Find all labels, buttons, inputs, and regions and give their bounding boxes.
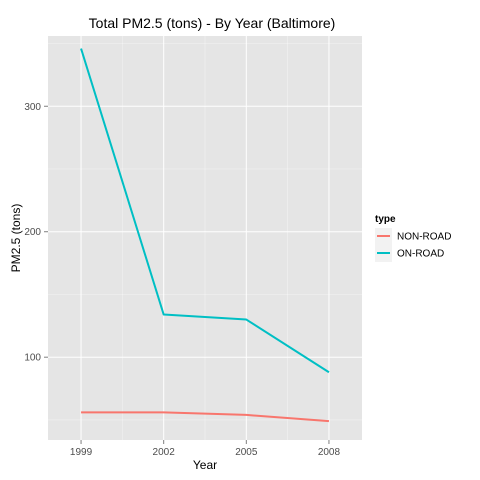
x-axis-label: Year	[193, 458, 217, 472]
series-line-non-road	[81, 411, 330, 423]
legend-label: ON-ROAD	[397, 249, 444, 260]
x-tick-label: 2002	[153, 447, 176, 458]
x-tick-label: 1999	[70, 447, 93, 458]
legend: type NON-ROAD ON-ROAD	[375, 214, 451, 262]
x-axis-ticks: 1999 2002 2005 2008	[70, 440, 341, 458]
minor-gridlines	[48, 36, 362, 440]
y-tick-label: 300	[24, 102, 41, 113]
legend-title: type	[375, 214, 396, 225]
y-axis-ticks: 100 200 300	[24, 102, 48, 364]
chart-title: Total PM2.5 (tons) - By Year (Baltimore)	[89, 15, 336, 31]
series-line-on-road	[80, 48, 330, 374]
y-tick-label: 100	[24, 353, 41, 364]
x-tick-label: 2005	[235, 447, 258, 458]
major-gridlines	[48, 36, 362, 440]
y-tick-label: 200	[24, 227, 41, 238]
x-tick-label: 2008	[318, 447, 341, 458]
series-lines	[80, 48, 330, 423]
y-axis-label: PM2.5 (tons)	[9, 204, 23, 273]
legend-items: NON-ROAD ON-ROAD	[375, 228, 451, 262]
legend-label: NON-ROAD	[397, 232, 451, 243]
